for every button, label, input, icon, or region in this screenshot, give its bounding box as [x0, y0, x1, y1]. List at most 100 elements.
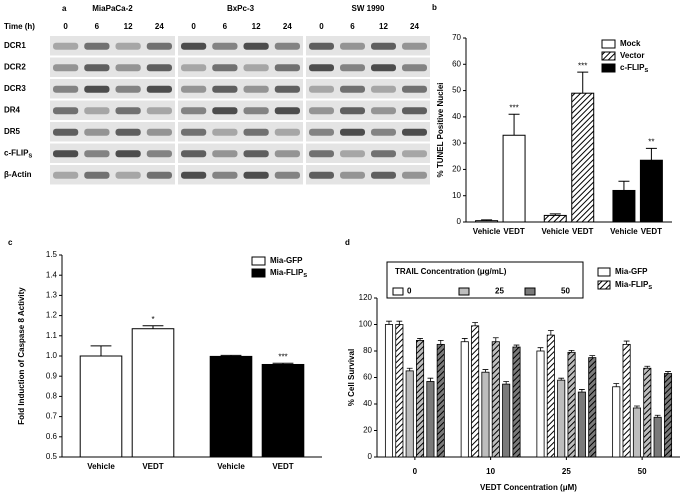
error-bar: [549, 213, 561, 216]
y-tick-label: 60: [363, 373, 372, 382]
legend-swatch: [251, 268, 266, 278]
legend-swatch: [251, 256, 266, 266]
blot-strip: [50, 122, 175, 142]
blot-band: [340, 171, 365, 179]
bar: [502, 383, 511, 458]
blot-strip: [178, 165, 303, 185]
bar: [491, 341, 500, 458]
x-tick-label: Vehicle: [217, 462, 245, 471]
y-tick-label: 1.0: [46, 351, 58, 360]
x-tick-label: VEDT: [503, 227, 524, 236]
panel-letter: c: [8, 238, 13, 247]
bar: [588, 357, 597, 458]
y-tick-label: 0: [457, 217, 462, 226]
x-tick-label: Vehicle: [610, 227, 638, 236]
bar: [546, 334, 555, 458]
legend-label: Vector: [620, 51, 644, 60]
time-point: 24: [155, 22, 164, 31]
error-bar: [537, 347, 544, 351]
legend-label-subscript: S: [644, 68, 648, 74]
protein-label: β-Actin: [4, 170, 32, 179]
error-bar: [503, 381, 510, 385]
blot-band: [181, 64, 207, 72]
blot-band: [212, 42, 238, 50]
blot-band: [340, 42, 365, 50]
blot-band: [181, 171, 207, 179]
blot-band: [402, 128, 427, 136]
y-tick-label: 20: [363, 426, 372, 435]
legend-label: 0: [407, 287, 412, 296]
protein-label: DR4: [4, 105, 21, 114]
blot-strip: [306, 143, 430, 163]
y-tick-label: 120: [359, 293, 373, 302]
time-point: 24: [283, 22, 292, 31]
blot-band: [402, 150, 427, 158]
blot-band: [212, 107, 238, 115]
time-point: 24: [410, 22, 419, 31]
x-tick-label: VEDT: [142, 462, 163, 471]
y-tick-label: 100: [359, 320, 373, 329]
bar: [384, 324, 394, 458]
bar: [481, 371, 490, 458]
blot-band: [274, 107, 300, 115]
blot-band: [181, 128, 207, 136]
blot-band: [309, 107, 334, 115]
blot-band: [340, 128, 365, 136]
error-bar: [492, 337, 499, 342]
blot-band: [146, 171, 172, 179]
blot-band: [402, 85, 427, 93]
cell-line-name: BxPc-3: [227, 4, 255, 13]
significance: ***: [578, 61, 587, 70]
bar: [512, 346, 521, 458]
blot-band: [212, 64, 238, 72]
blot-band: [212, 128, 238, 136]
bar: [416, 339, 425, 458]
blot-strip: [50, 143, 175, 163]
y-tick-label: 70: [452, 33, 461, 42]
blot-band: [181, 107, 207, 115]
blot-strip: [306, 36, 430, 56]
blot-band: [371, 150, 396, 158]
error-bar: [461, 338, 468, 342]
error-bar: [272, 362, 294, 365]
error-bar: [623, 340, 630, 345]
blot-band: [53, 85, 79, 93]
blot-strip: [50, 100, 175, 120]
protein-label: DCR1: [4, 41, 26, 50]
legend-label: Mia-GFP: [615, 267, 648, 276]
y-tick-label: 1.4: [46, 270, 58, 279]
blot-band: [340, 64, 365, 72]
time-point: 0: [191, 22, 196, 31]
blot-strip: [178, 122, 303, 142]
legend-label: Mia-FLIPS: [615, 280, 652, 291]
bar: [79, 355, 123, 458]
bar: [543, 214, 567, 223]
legend-swatch: [597, 280, 611, 290]
error-bar: [427, 377, 434, 382]
bar: [209, 355, 253, 458]
legend-swatch: [524, 287, 536, 296]
bar: [557, 379, 566, 458]
blot-band: [243, 64, 269, 72]
blot-band: [402, 64, 427, 72]
y-tick-label: 10: [452, 191, 461, 200]
blot-band: [53, 42, 79, 50]
blot-band: [340, 85, 365, 93]
blot-band: [340, 150, 365, 158]
blot-band: [84, 128, 110, 136]
y-tick-label: 0.8: [46, 392, 58, 401]
blot-band: [309, 150, 334, 158]
y-tick-label: 1.5: [46, 250, 58, 259]
bar: [643, 367, 652, 458]
legend-label-subscript: S: [648, 285, 652, 291]
blot-band: [212, 150, 238, 158]
legend-swatch: [458, 287, 470, 296]
bar: [405, 370, 414, 458]
legend-swatch: [601, 51, 616, 61]
y-tick-label: 1.3: [46, 291, 58, 300]
legend-swatch: [601, 63, 616, 73]
x-tick-label: Vehicle: [541, 227, 569, 236]
blot-band: [115, 85, 141, 93]
blot-strip: [306, 100, 430, 120]
